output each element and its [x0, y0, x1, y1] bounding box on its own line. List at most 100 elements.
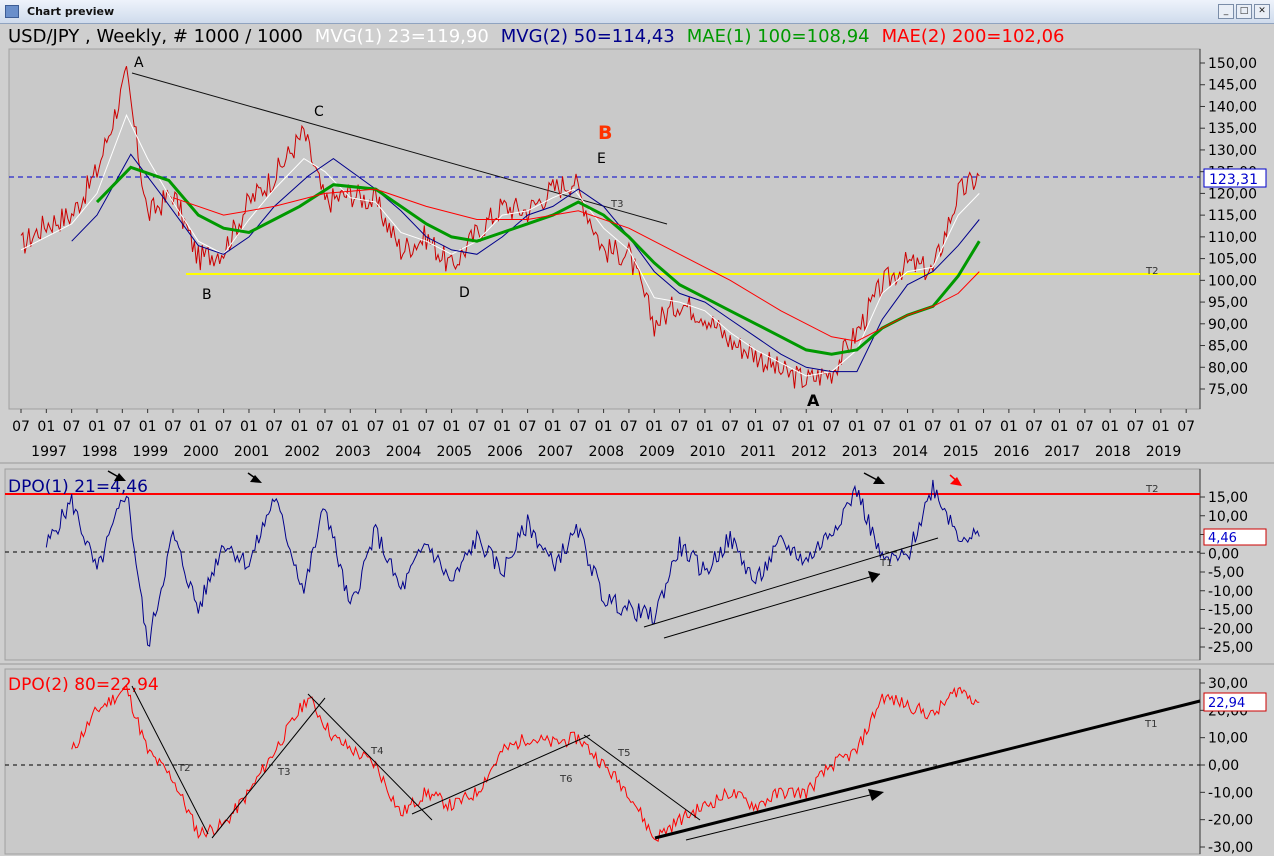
- x-tick-label-month: 07: [265, 419, 283, 435]
- x-tick-label-month: 01: [747, 419, 765, 435]
- dpo2-trendline-t6: [411, 734, 591, 815]
- x-tick-label-year: 2010: [690, 444, 726, 460]
- x-tick-label-month: 07: [823, 419, 841, 435]
- wave-label-a-1998: A: [134, 55, 144, 71]
- dpo2-label-t4: T4: [370, 746, 383, 757]
- x-tick-label-month: 07: [671, 419, 689, 435]
- mae1-series: [95, 165, 981, 356]
- dpo1-y-tick-label: 0,00: [1208, 546, 1239, 562]
- x-tick-label-month: 07: [63, 419, 81, 435]
- x-tick-label-month: 07: [164, 419, 182, 435]
- minimize-button[interactable]: _: [1218, 4, 1234, 19]
- x-tick-label-month: 07: [1177, 419, 1195, 435]
- x-tick-label-month: 01: [443, 419, 461, 435]
- dpo1-y-tick-label: -15,00: [1208, 603, 1253, 619]
- maximize-button[interactable]: □: [1236, 4, 1252, 19]
- dpo2-y-tick-label: 10,00: [1208, 731, 1248, 747]
- dpo2-y-tick-label: 0,00: [1208, 758, 1239, 774]
- dpo2-y-tick-label: -20,00: [1208, 813, 1253, 829]
- dpo2-trendline-t2: [131, 685, 209, 835]
- x-tick-label-year: 2002: [284, 444, 320, 460]
- dpo1-arrowhead-2013: [873, 476, 885, 484]
- x-tick-label-month: 01: [88, 419, 106, 435]
- x-tick-label-month: 01: [37, 419, 55, 435]
- dpo1-line: [45, 479, 980, 647]
- x-tick-label-month: 07: [721, 419, 739, 435]
- x-tick-label-month: 07: [113, 419, 131, 435]
- x-tick-label-year: 2004: [386, 444, 422, 460]
- x-tick-label-year: 2013: [842, 444, 878, 460]
- dpo2-trendline-t3: [211, 697, 326, 839]
- x-tick-label-month: 01: [899, 419, 917, 435]
- main-y-tick-label: 120,00: [1208, 186, 1257, 202]
- main-y-tick-label: 85,00: [1208, 339, 1248, 355]
- x-tick-label-month: 01: [139, 419, 157, 435]
- x-tick-label-month: 07: [569, 419, 587, 435]
- dpo2-label-t1: T1: [1144, 719, 1157, 730]
- main-y-tick-label: 140,00: [1208, 99, 1257, 115]
- dpo1-y-tick-label: -5,00: [1208, 565, 1244, 581]
- dpo1-label: DPO(1) 21=4,46: [8, 477, 148, 497]
- x-tick-label-month: 01: [1000, 419, 1018, 435]
- dpo2-label-t5: T5: [617, 748, 630, 759]
- dpo2-plot-area: [4, 668, 1201, 855]
- usdjpy-price-series: [20, 66, 980, 389]
- x-tick-label-month: 01: [645, 419, 663, 435]
- x-tick-label-month: 01: [544, 419, 562, 435]
- x-tick-label-year: 2012: [791, 444, 827, 460]
- x-tick-label-month: 07: [772, 419, 790, 435]
- x-tick-label-month: 01: [291, 419, 309, 435]
- dpo1-series: [45, 479, 980, 647]
- dpo1-y-tick-label: -10,00: [1208, 584, 1253, 600]
- x-tick-label-year: 1998: [82, 444, 118, 460]
- close-button[interactable]: ✕: [1254, 4, 1270, 19]
- dpo2-trendline-t4: [307, 693, 433, 821]
- x-tick-label-year: 2017: [1044, 444, 1080, 460]
- dpo1-y-tick-label: -25,00: [1208, 640, 1253, 656]
- x-tick-label-year: 2015: [943, 444, 979, 460]
- title-bar: Chart preview _ □ ✕: [0, 0, 1274, 24]
- dpo2-trendline-t1: [654, 699, 1201, 840]
- x-tick-label-year: 2005: [436, 444, 472, 460]
- trendline-label-t2: T2: [1145, 266, 1158, 277]
- mae2-series: [172, 188, 980, 342]
- trendline-upper-resistance: [131, 72, 668, 225]
- x-tick-label-year: 2007: [538, 444, 574, 460]
- wave-label-a-2012: A: [807, 391, 820, 410]
- main-y-tick-label: 150,00: [1208, 56, 1257, 72]
- legend-item: MVG(2) 50=114,43: [501, 26, 675, 47]
- x-tick-label-month: 01: [240, 419, 258, 435]
- dpo1-label-t1: T1: [879, 558, 892, 569]
- x-tick-label-month: 07: [924, 419, 942, 435]
- x-tick-label-year: 2011: [740, 444, 776, 460]
- dpo1-plot-area: [4, 468, 1201, 661]
- price-tag: 123,31: [1209, 172, 1258, 188]
- dpo2-value-tag: 22,94: [1208, 696, 1245, 711]
- wave-label-red-b: B: [598, 122, 612, 144]
- main-y-tick-label: 100,00: [1208, 273, 1257, 289]
- x-tick-label-year: 1997: [31, 444, 67, 460]
- x-tick-label-month: 07: [316, 419, 334, 435]
- x-tick-label-month: 01: [1051, 419, 1069, 435]
- wave-annotations: A B C D E B A T3 T2: [134, 55, 1158, 410]
- dpo2-label-t2: T2: [177, 763, 190, 774]
- x-tick-label-year: 2018: [1095, 444, 1131, 460]
- x-tick-label-month: 01: [189, 419, 207, 435]
- x-tick-label-month: 07: [468, 419, 486, 435]
- x-tick-label-year: 2009: [639, 444, 675, 460]
- wave-label-b-2000: B: [202, 287, 212, 303]
- main-y-tick-label: 80,00: [1208, 360, 1248, 376]
- main-y-tick-label: 110,00: [1208, 230, 1257, 246]
- x-tick-label-month: 07: [620, 419, 638, 435]
- mvg2-series: [71, 153, 980, 373]
- x-tick-label-year: 2019: [1146, 444, 1182, 460]
- main-y-tick-label: 105,00: [1208, 252, 1257, 268]
- x-axis: 07 01 07 01 07 01 07 01 07 01 07 01 07 01 07 01 07 01 07 01…: [12, 409, 1195, 460]
- x-tick-label-month: 07: [873, 419, 891, 435]
- legend-item: MVG(1) 23=119,90: [315, 26, 489, 47]
- window-title: Chart preview: [27, 5, 115, 18]
- x-tick-label-month: 01: [341, 419, 359, 435]
- chart-header: USD/JPY , Weekly, # 1000 / 1000: [8, 26, 303, 47]
- x-tick-label-month: 07: [1076, 419, 1094, 435]
- dpo2-arrow-line: [685, 794, 871, 841]
